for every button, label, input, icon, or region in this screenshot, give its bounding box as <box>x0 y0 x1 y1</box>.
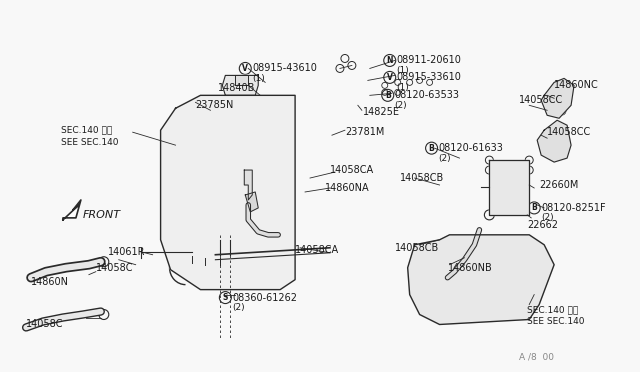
Text: 14860N: 14860N <box>31 277 69 287</box>
Text: SEE SEC.140: SEE SEC.140 <box>61 138 118 147</box>
Text: FRONT: FRONT <box>83 210 121 220</box>
Text: 08360-61262: 08360-61262 <box>232 293 298 302</box>
Text: SEE SEC.140: SEE SEC.140 <box>527 317 585 326</box>
Text: 23781M: 23781M <box>345 127 384 137</box>
Polygon shape <box>236 76 248 86</box>
Text: 14058CB: 14058CB <box>395 243 439 253</box>
Text: 08120-63533: 08120-63533 <box>395 90 460 100</box>
Text: 14061R: 14061R <box>108 247 145 257</box>
Text: S: S <box>223 293 228 302</box>
Text: V: V <box>387 73 393 82</box>
Text: 14058CC: 14058CC <box>519 95 563 105</box>
Text: SEC.140 参照: SEC.140 参照 <box>527 305 579 314</box>
Text: B: B <box>531 203 537 212</box>
Polygon shape <box>161 95 295 290</box>
Text: N: N <box>387 56 393 65</box>
Polygon shape <box>244 170 252 200</box>
Text: 14058C: 14058C <box>26 320 63 330</box>
Text: (2): (2) <box>541 214 554 222</box>
Text: 14840B: 14840B <box>218 83 256 93</box>
Text: 08911-20610: 08911-20610 <box>397 55 461 65</box>
Polygon shape <box>63 200 81 220</box>
Text: V: V <box>243 64 248 73</box>
Text: (2): (2) <box>232 303 245 312</box>
Text: (1): (1) <box>397 83 410 92</box>
Text: 08120-8251F: 08120-8251F <box>541 203 606 213</box>
Polygon shape <box>408 235 554 324</box>
Text: 08120-61633: 08120-61633 <box>438 143 504 153</box>
Text: 14860NB: 14860NB <box>447 263 492 273</box>
Text: (2): (2) <box>438 154 451 163</box>
Polygon shape <box>537 120 571 162</box>
Text: 14860NA: 14860NA <box>325 183 370 193</box>
Text: A /8  00: A /8 00 <box>519 353 554 362</box>
Text: B: B <box>429 144 435 153</box>
Text: 14058C: 14058C <box>96 263 133 273</box>
Text: 22662: 22662 <box>527 220 558 230</box>
Text: 14058CB: 14058CB <box>400 173 444 183</box>
Polygon shape <box>222 76 258 95</box>
Text: 23785N: 23785N <box>195 100 234 110</box>
Text: 14058CC: 14058CC <box>547 127 591 137</box>
Polygon shape <box>245 192 258 212</box>
Text: 14058CA: 14058CA <box>295 245 339 255</box>
Text: SEC.140 参照: SEC.140 参照 <box>61 126 112 135</box>
Text: 08915-43610: 08915-43610 <box>252 64 317 73</box>
Text: 14825E: 14825E <box>363 107 400 117</box>
Text: (1): (1) <box>252 74 265 83</box>
Text: 14860NC: 14860NC <box>554 80 599 90</box>
Text: 14058CA: 14058CA <box>330 165 374 175</box>
Polygon shape <box>490 160 529 215</box>
Text: 22660M: 22660M <box>539 180 579 190</box>
Text: (2): (2) <box>395 101 407 110</box>
Text: 08915-33610: 08915-33610 <box>397 73 461 83</box>
Text: B: B <box>385 91 390 100</box>
Polygon shape <box>541 78 574 118</box>
Text: (1): (1) <box>397 66 410 75</box>
